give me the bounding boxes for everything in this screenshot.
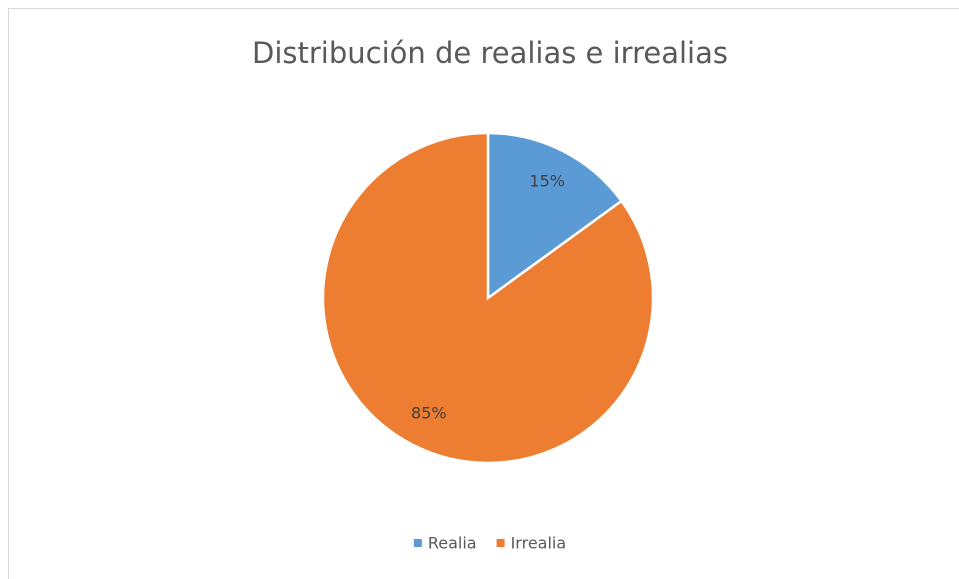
legend-swatch: [496, 539, 505, 547]
data-label: 15%: [529, 171, 565, 190]
chart-title: Distribución de realias e irrealias: [252, 36, 728, 70]
legend-label: Realia: [428, 534, 477, 553]
data-label: 85%: [411, 404, 447, 423]
pie-slice: [486, 131, 624, 301]
legend-label: Irrealia: [511, 534, 567, 553]
legend-swatch: [413, 539, 422, 547]
pie-slice: [321, 131, 655, 465]
